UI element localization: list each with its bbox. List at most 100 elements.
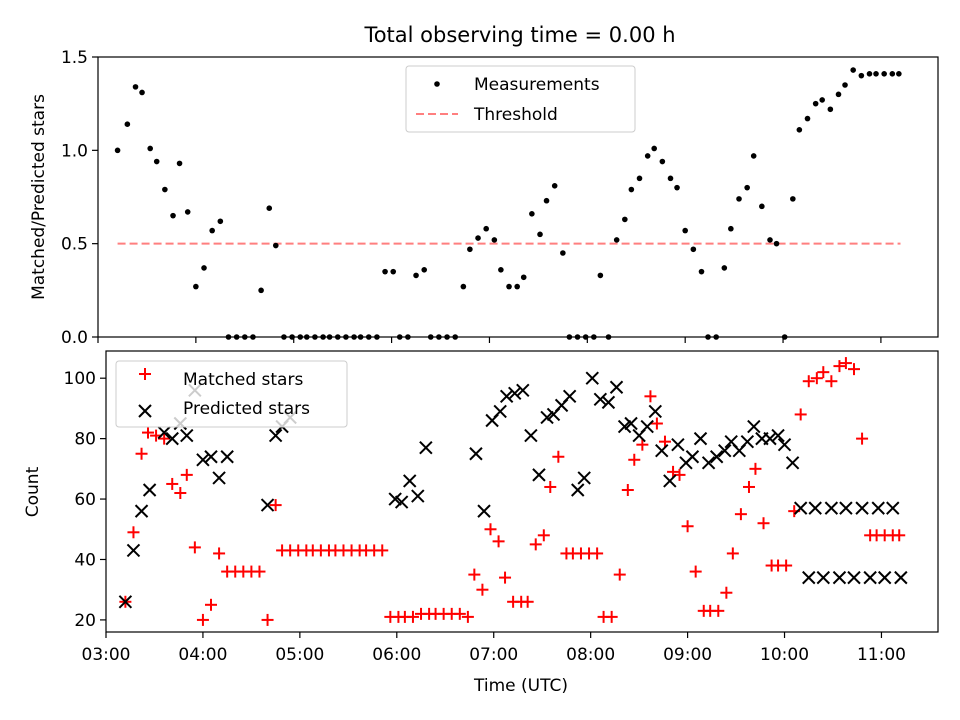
matched-point [552,450,565,463]
measurement-point [491,237,498,243]
predicted-point [847,570,861,585]
bottom-ytick-label: 60 [74,490,96,510]
measurement-point [736,196,742,202]
matched-point [839,357,852,370]
bottom-xtick-label: 07:00 [469,645,518,665]
matched-point [269,499,282,512]
measurement-point [184,209,191,215]
bottom-xtick-label: 08:00 [566,645,615,665]
predicted-point [593,392,608,407]
measurement-point [767,237,773,243]
measurement-point [613,237,620,243]
measurement-point [674,184,680,191]
measurement-point [773,240,780,247]
predicted-point [609,380,624,394]
top-panel: Matched/Predicted stars 0.0 0.5 1.0 1.5 Mea… [29,48,939,348]
predicted-point [863,570,877,585]
matched-point [453,607,466,620]
predicted-point [601,395,616,410]
matched-point [847,363,860,376]
measurement-point [667,175,674,182]
bottom-xtick-label: 06:00 [372,645,421,665]
predicted-point [419,440,433,455]
predicted-point [877,570,892,585]
matched-point [749,462,762,475]
measurement-point [698,268,705,275]
predicted-point [499,389,514,404]
predicted-point [493,404,507,419]
matched-point [492,535,505,548]
predicted-point [180,428,194,443]
matched-point [817,366,830,379]
measurement-point [682,227,688,234]
predicted-point [260,498,275,512]
measurement-point [796,127,803,133]
matched-point [802,375,815,388]
matched-point [757,517,770,530]
predicted-point [816,570,831,585]
matched-point [499,571,512,584]
top-ylabel: Matched/Predicted stars [29,94,49,300]
predicted-point [648,404,662,419]
predicted-point [709,450,724,464]
bottom-legend-box [115,360,348,428]
bottom-legend: Matched stars Predicted stars [115,360,348,428]
matched-point [658,435,671,448]
matched-point [376,544,389,557]
predicted-point [785,456,800,470]
measurement-point [153,158,160,165]
measurement-point [819,97,825,103]
bottom-xtick-label: 11:00 [857,645,906,665]
measurement-point [881,71,887,77]
predicted-point [394,495,409,509]
top-ytick-label: 1.0 [61,141,88,161]
predicted-point [640,419,654,434]
predicted-point [663,474,677,488]
matched-point [856,432,869,445]
legend-matched-marker [139,368,151,380]
matched-point [621,483,634,496]
measurement-point [217,218,224,225]
measurement-point [529,211,535,217]
predicted-point [268,428,283,443]
predicted-point [585,371,599,385]
measurement-point [744,184,750,191]
predicted-point [204,450,218,464]
predicted-point [802,570,816,585]
top-yaxis: 0.0 0.5 1.0 1.5 [61,48,98,348]
bottom-xlabel: Time (UTC) [473,676,568,696]
measurement-point [514,283,520,290]
measurement-point [124,121,131,127]
measurement-point [721,265,728,271]
predicted-point [469,447,483,461]
measurement-point [804,115,811,122]
predicted-point [477,504,491,518]
predicted-point [388,492,402,506]
predicted-point [617,419,632,434]
matched-point [833,360,846,373]
measurement-point [866,71,873,77]
measurement-point [506,283,512,290]
matched-point [213,547,226,560]
matched-point [893,529,906,542]
top-ytick-label: 0.5 [61,235,88,255]
matched-point [794,408,807,421]
top-points-layer [114,67,902,340]
matched-point [734,508,747,521]
predicted-point [532,468,546,482]
legend-predicted-marker [138,404,152,418]
measurement-point [209,227,215,234]
matched-point [142,426,155,439]
matched-point [636,438,649,451]
legend-predicted-label: Predicted stars [183,399,310,419]
matched-point [461,610,474,623]
measurement-point [483,225,489,232]
predicted-point [771,428,785,443]
matched-point [253,565,266,578]
matched-point [628,453,641,466]
bottom-ytick-label: 20 [74,611,96,631]
predicted-point [777,437,792,452]
predicted-point [808,501,822,515]
predicted-point [562,389,577,404]
legend-matched-label: Matched stars [183,370,303,390]
